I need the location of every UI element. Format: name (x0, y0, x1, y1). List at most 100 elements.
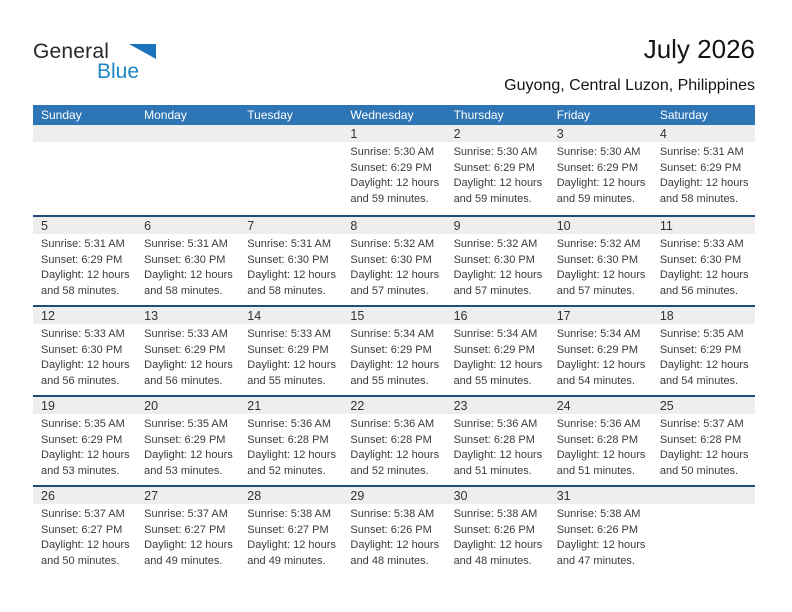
day-daylight1-text: Daylight: 12 hours (453, 269, 543, 281)
day-cell: Sunrise: 5:31 AM Sunset: 6:29 PM Daylight:… (652, 142, 755, 207)
logo-text-general: General (33, 40, 110, 63)
day-cell: Sunrise: 5:30 AM Sunset: 6:29 PM Daylight:… (549, 142, 652, 207)
day-number: 4 (659, 126, 667, 141)
day-sunrise-text: Sunrise: 5:33 AM (144, 328, 228, 340)
day-cell: Sunrise: 5:38 AM Sunset: 6:26 PM Daylight:… (446, 504, 549, 569)
day-cell: Sunrise: 5:30 AM Sunset: 6:29 PM Daylight:… (342, 142, 445, 207)
day-sunrise-text: Sunrise: 5:37 AM (659, 418, 744, 430)
logo-text-blue: Blue (97, 60, 140, 83)
day-cell: Sunrise: 5:33 AM Sunset: 6:29 PM Daylight:… (136, 324, 239, 389)
day-sunrise-text: Sunrise: 5:36 AM (556, 418, 641, 430)
day-sunrise-text: Sunrise: 5:34 AM (350, 328, 435, 340)
day-sunset-text: Sunset: 6:28 PM (659, 433, 742, 446)
day-sunrise-text: Sunrise: 5:32 AM (350, 238, 435, 250)
day-daylight2-text: and 59 minutes. (556, 192, 635, 205)
day-sunrise-text: Sunrise: 5:36 AM (453, 418, 538, 430)
day-sunrise-text: Sunrise: 5:35 AM (41, 418, 125, 430)
day-sunrise-text: Sunrise: 5:30 AM (453, 146, 538, 158)
day-details-row: Sunrise: 5:30 AM Sunset: 6:29 PM Daylight:… (33, 142, 755, 207)
day-daylight2-text: and 47 minutes. (556, 554, 635, 567)
weekday-saturday: Saturday (659, 108, 708, 122)
day-cell: Sunrise: 5:33 AM Sunset: 6:30 PM Daylight:… (652, 234, 755, 299)
day-number: 23 (453, 398, 468, 413)
day-daylight2-text: and 56 minutes. (144, 374, 223, 387)
day-number: 6 (144, 218, 152, 233)
day-daylight1-text: Daylight: 12 hours (556, 269, 646, 281)
day-sunrise-text: Sunrise: 5:38 AM (350, 508, 435, 520)
day-cell: Sunrise: 5:33 AM Sunset: 6:29 PM Daylight:… (239, 324, 342, 389)
day-cell: Sunrise: 5:38 AM Sunset: 6:26 PM Daylight:… (549, 504, 652, 569)
day-daylight2-text: and 59 minutes. (350, 192, 429, 205)
day-sunset-text: Sunset: 6:30 PM (350, 253, 432, 266)
day-daylight1-text: Daylight: 12 hours (453, 359, 543, 371)
day-sunset-text: Sunset: 6:30 PM (144, 253, 226, 266)
day-cell: Sunrise: 5:35 AM Sunset: 6:29 PM Daylight:… (33, 414, 136, 479)
day-cell: Sunrise: 5:35 AM Sunset: 6:29 PM Daylight:… (136, 414, 239, 479)
general-blue-logo: General Blue (33, 40, 163, 88)
day-sunrise-text: Sunrise: 5:32 AM (556, 238, 641, 250)
weeks-container: 1 2 3 4 Sunrise: 5:30 AM Sunset: 6:29 PM Dayli… (33, 125, 755, 575)
day-daylight2-text: and 57 minutes. (453, 284, 532, 297)
day-daylight2-text: and 58 minutes. (247, 284, 326, 297)
day-daylight2-text: and 52 minutes. (247, 464, 326, 477)
day-daylight1-text: Daylight: 12 hours (350, 269, 440, 281)
day-sunrise-text: Sunrise: 5:31 AM (144, 238, 228, 250)
day-daylight1-text: Daylight: 12 hours (144, 359, 233, 371)
day-daylight1-text: Daylight: 12 hours (659, 269, 749, 281)
day-sunset-text: Sunset: 6:28 PM (453, 433, 535, 446)
day-sunset-text: Sunset: 6:27 PM (144, 523, 226, 536)
day-cell: Sunrise: 5:32 AM Sunset: 6:30 PM Daylight:… (342, 234, 445, 299)
day-cell: Sunrise: 5:34 AM Sunset: 6:29 PM Daylight:… (446, 324, 549, 389)
day-daylight1-text: Daylight: 12 hours (41, 359, 130, 371)
day-cell: Sunrise: 5:33 AM Sunset: 6:30 PM Daylight:… (33, 324, 136, 389)
day-sunset-text: Sunset: 6:28 PM (556, 433, 639, 446)
day-cell: Sunrise: 5:38 AM Sunset: 6:26 PM Daylight:… (342, 504, 445, 569)
day-sunrise-text: Sunrise: 5:30 AM (350, 146, 435, 158)
day-number: 7 (247, 218, 255, 233)
day-sunset-text: Sunset: 6:30 PM (453, 253, 535, 266)
day-number: 22 (350, 398, 365, 413)
day-cell: Sunrise: 5:32 AM Sunset: 6:30 PM Daylight:… (446, 234, 549, 299)
day-number: 20 (144, 398, 159, 413)
day-number-strip: 12 13 14 15 16 17 18 (33, 307, 755, 324)
day-daylight1-text: Daylight: 12 hours (350, 449, 440, 461)
day-daylight2-text: and 56 minutes. (659, 284, 739, 297)
day-number: 29 (350, 488, 365, 503)
day-number: 9 (453, 218, 461, 233)
day-sunset-text: Sunset: 6:29 PM (144, 433, 226, 446)
page-subtitle: Guyong, Central Luzon, Philippines (504, 77, 755, 94)
day-sunrise-text: Sunrise: 5:33 AM (247, 328, 332, 340)
day-cell: Sunrise: 5:37 AM Sunset: 6:28 PM Daylight:… (652, 414, 755, 479)
day-number: 12 (41, 308, 55, 323)
day-cell: Sunrise: 5:31 AM Sunset: 6:30 PM Daylight:… (239, 234, 342, 299)
day-daylight2-text: and 57 minutes. (350, 284, 429, 297)
day-cell (239, 142, 342, 207)
day-number: 21 (247, 398, 262, 413)
day-details-row: Sunrise: 5:37 AM Sunset: 6:27 PM Daylight:… (33, 504, 755, 569)
day-cell (136, 142, 239, 207)
weekday-monday: Monday (144, 108, 187, 122)
day-sunset-text: Sunset: 6:29 PM (556, 161, 639, 174)
day-sunset-text: Sunset: 6:29 PM (453, 343, 535, 356)
day-sunset-text: Sunset: 6:26 PM (453, 523, 535, 536)
week-row: 26 27 28 29 30 31 Sunrise: 5:37 AM Sunset: 6:27… (33, 485, 755, 575)
day-number-strip: 26 27 28 29 30 31 (33, 487, 755, 504)
day-sunrise-text: Sunrise: 5:37 AM (41, 508, 125, 520)
day-daylight2-text: and 51 minutes. (453, 464, 532, 477)
day-daylight2-text: and 49 minutes. (247, 554, 326, 567)
day-daylight2-text: and 55 minutes. (247, 374, 326, 387)
day-daylight1-text: Daylight: 12 hours (556, 449, 646, 461)
day-daylight1-text: Daylight: 12 hours (41, 269, 130, 281)
day-daylight1-text: Daylight: 12 hours (41, 539, 130, 551)
day-sunset-text: Sunset: 6:29 PM (41, 433, 123, 446)
day-daylight1-text: Daylight: 12 hours (144, 449, 233, 461)
day-sunset-text: Sunset: 6:28 PM (350, 433, 432, 446)
day-daylight2-text: and 53 minutes. (41, 464, 120, 477)
day-sunset-text: Sunset: 6:29 PM (556, 343, 639, 356)
week-row: 5 6 7 8 9 10 11 Sunrise: 5:31 AM Sunset: 6:29 PM… (33, 215, 755, 305)
day-cell: Sunrise: 5:37 AM Sunset: 6:27 PM Daylight:… (33, 504, 136, 569)
day-daylight1-text: Daylight: 12 hours (350, 177, 440, 189)
day-daylight1-text: Daylight: 12 hours (247, 449, 336, 461)
day-sunset-text: Sunset: 6:27 PM (41, 523, 123, 536)
day-cell: Sunrise: 5:31 AM Sunset: 6:29 PM Daylight:… (33, 234, 136, 299)
